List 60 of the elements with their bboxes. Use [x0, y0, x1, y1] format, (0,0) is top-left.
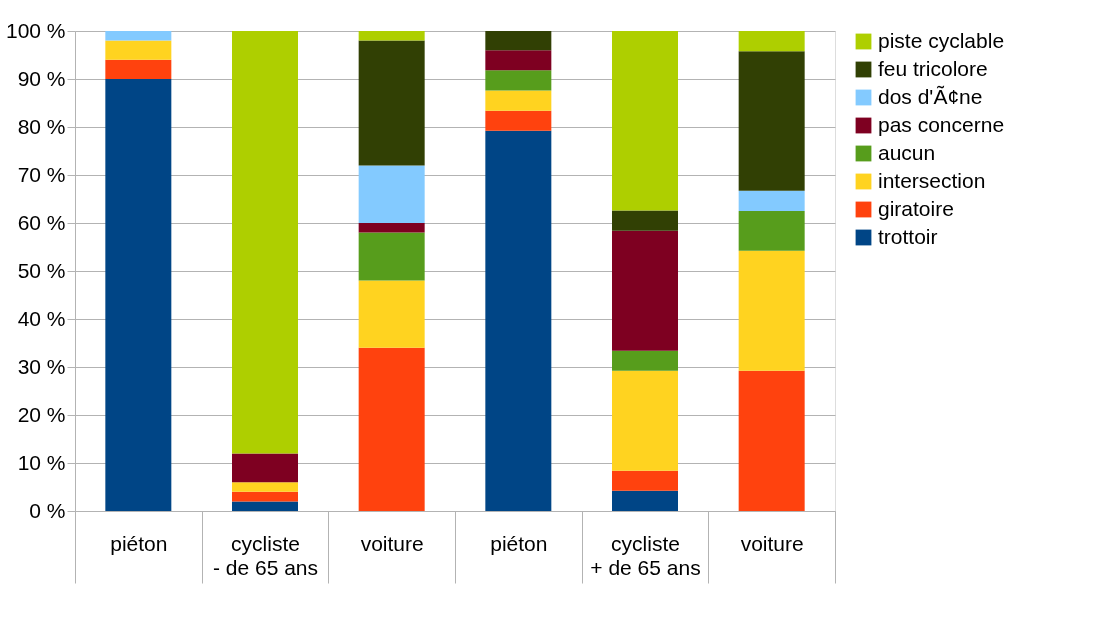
bar: [485, 31, 552, 51]
bar: [738, 31, 805, 52]
legend-label: piste cyclable: [878, 28, 1005, 52]
bar: [358, 223, 425, 233]
bar: [485, 70, 552, 91]
y-tick-label: 100 %: [5, 18, 66, 42]
y-tick-label: 70 %: [17, 162, 66, 186]
bar: [232, 491, 298, 502]
legend-label: pas concerne: [878, 112, 1005, 136]
x-tick-label: voiture: [360, 531, 424, 555]
bar: [612, 490, 678, 511]
bar: [358, 31, 425, 41]
y-tick-label: 80 %: [17, 114, 66, 138]
bar: [612, 370, 678, 471]
y-tick-label: 40 %: [17, 306, 66, 330]
bar: [738, 190, 805, 211]
bar: [485, 50, 552, 71]
bar: [232, 31, 298, 454]
bar: [105, 79, 172, 511]
x-tick-label: piéton: [110, 531, 168, 555]
bar: [612, 470, 678, 491]
bar: [358, 40, 425, 166]
y-tick-label: 90 %: [17, 66, 66, 90]
y-tick-label: 0 %: [29, 498, 66, 522]
bar: [612, 31, 678, 211]
legend-label: giratoire: [878, 196, 954, 220]
bar: [358, 280, 425, 348]
bar: [358, 165, 425, 223]
x-tick-label: voiture: [740, 531, 804, 555]
bar: [738, 51, 805, 191]
bar: [738, 370, 805, 511]
bar: [738, 250, 805, 371]
x-tick-label: piéton: [490, 531, 548, 555]
y-tick-label: 10 %: [17, 450, 66, 474]
bar: [612, 230, 678, 351]
legend-label: trottoir: [878, 224, 938, 248]
bar: [358, 347, 425, 511]
bar: [232, 501, 298, 511]
bar: [105, 31, 172, 41]
legend-label: aucun: [878, 140, 936, 164]
x-tick-label: cycliste + de 65 ans: [590, 531, 701, 579]
bar: [105, 40, 172, 60]
bar: [358, 232, 425, 281]
bar: [485, 130, 552, 511]
x-tick-label: cycliste - de 65 ans: [212, 531, 319, 579]
bar: [612, 210, 678, 231]
bar: [232, 453, 298, 483]
y-tick-label: 20 %: [17, 402, 66, 426]
y-tick-label: 50 %: [17, 258, 66, 282]
bar: [105, 59, 172, 79]
y-tick-label: 60 %: [17, 210, 66, 234]
bar: [232, 482, 298, 492]
legend-label: feu tricolore: [878, 56, 988, 80]
bar: [485, 110, 552, 131]
y-tick-label: 30 %: [17, 354, 66, 378]
legend-label: intersection: [878, 168, 986, 192]
bar: [612, 350, 678, 371]
legend-label: dos d'Ã¢ne: [878, 84, 983, 108]
bar: [738, 211, 805, 251]
bar: [485, 90, 552, 111]
